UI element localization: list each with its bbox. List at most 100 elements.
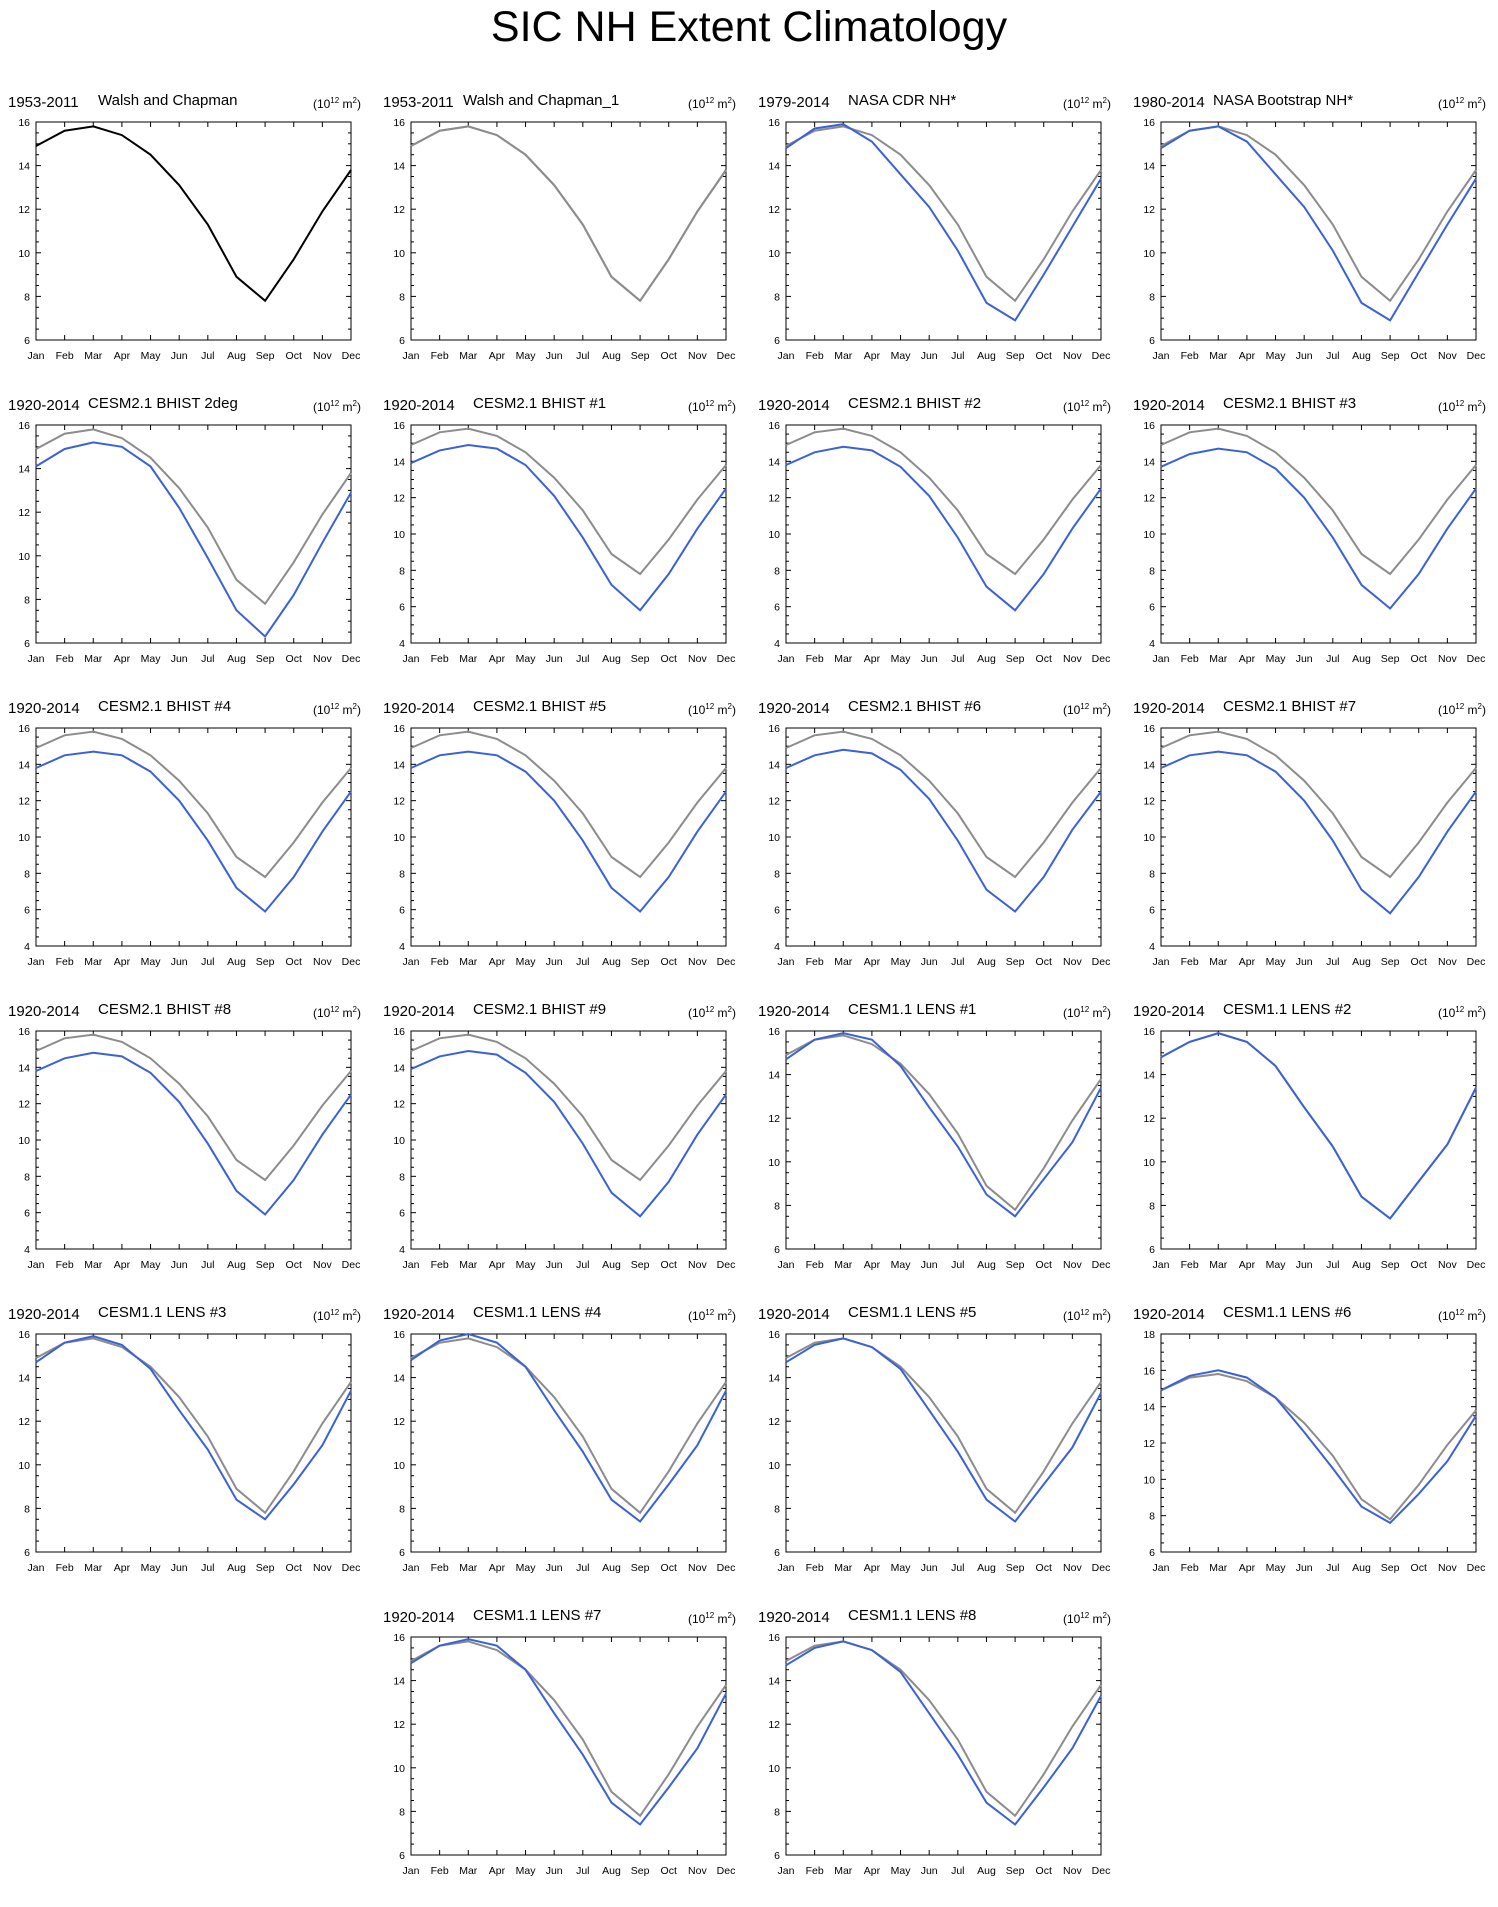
chart-panel: 1920-2014 CESM1.1 LENS #5 (1012 m2) 6 8 10 12 1…: [750, 1304, 1125, 1604]
x-tick-label: Apr: [114, 956, 131, 968]
panel-model-title: CESM1.1 LENS #6: [1223, 1304, 1352, 1321]
y-tick-label: 4: [774, 941, 780, 953]
x-tick-label: Apr: [489, 653, 506, 665]
panel-period: 1920-2014: [758, 1003, 830, 1020]
x-tick-label: Dec: [717, 1259, 736, 1271]
panel-model-title: CESM1.1 LENS #7: [473, 1607, 602, 1624]
x-tick-label: Dec: [1467, 1562, 1486, 1574]
observed-climatology-line: [785, 427, 1102, 576]
chart-panel: 1920-2014 CESM1.1 LENS #3 (1012 m2) 6 8 10 12 1…: [0, 1304, 375, 1604]
x-tick-label: Feb: [1181, 956, 1199, 968]
panel-units: (1012 m2): [1062, 702, 1111, 717]
x-tick-label: Dec: [342, 1562, 361, 1574]
panel-period: 1920-2014: [383, 1609, 455, 1626]
y-tick-label: 16: [18, 420, 30, 432]
x-tick-label: Mar: [459, 350, 478, 362]
x-tick-label: Jun: [546, 1865, 563, 1877]
x-tick-label: Feb: [431, 956, 449, 968]
y-tick-label: 14: [768, 1676, 780, 1688]
y-tick-label: 16: [393, 1329, 405, 1341]
x-tick-label: Sep: [256, 653, 275, 665]
x-tick-label: May: [141, 653, 162, 665]
x-tick-label: Mar: [84, 956, 103, 968]
chart-svg: 6 8 10 12 14 16 Jan Feb Mar Apr May Jun Jul Aug Sep Oct…: [768, 1329, 1110, 1574]
x-tick-label: Oct: [286, 956, 302, 968]
panel-period: 1920-2014: [1133, 1306, 1205, 1323]
x-tick-label: Feb: [56, 1562, 74, 1574]
x-tick-label: Feb: [806, 350, 824, 362]
panel-model-title: CESM2.1 BHIST #3: [1223, 395, 1357, 412]
x-tick-label: Sep: [1381, 956, 1400, 968]
x-tick-label: Dec: [342, 956, 361, 968]
x-tick-label: Jan: [28, 653, 45, 665]
observed-climatology-line: [35, 1337, 352, 1515]
y-tick-label: 8: [774, 1503, 780, 1515]
panel-units: (1012 m2): [1062, 1611, 1111, 1626]
x-tick-label: Apr: [1239, 1562, 1256, 1574]
x-tick-label: May: [516, 653, 537, 665]
x-tick-label: Nov: [688, 1865, 707, 1877]
plot-frame: [785, 424, 1102, 644]
y-tick-label: 10: [393, 1135, 405, 1147]
x-tick-label: Apr: [489, 1259, 506, 1271]
chart-panel: 1920-2014 CESM2.1 BHIST #9 (1012 m2) 4 6 8 10 1…: [375, 1001, 750, 1301]
observed-climatology-line: [785, 1640, 1102, 1818]
panel-units: (1012 m2): [312, 1308, 361, 1323]
model-climatology-line: [410, 1638, 727, 1826]
x-tick-label: Nov: [688, 350, 707, 362]
x-tick-label: Aug: [227, 1259, 246, 1271]
plot-frame: [785, 1636, 1102, 1856]
panel-period: 1920-2014: [8, 1003, 80, 1020]
model-climatology-line: [35, 750, 352, 913]
model-climatology-line: [785, 123, 1102, 322]
observed-climatology-line: [785, 730, 1102, 879]
panel-period: 1920-2014: [758, 700, 830, 717]
x-tick-label: Feb: [1181, 1259, 1199, 1271]
panel-units: (1012 m2): [687, 1005, 736, 1020]
chart-panel: 1920-2014 CESM1.1 LENS #1 (1012 m2) 6 8 10 12 1…: [750, 1001, 1125, 1301]
panel-units: (1012 m2): [1062, 399, 1111, 414]
x-tick-label: Mar: [1209, 1259, 1228, 1271]
x-tick-label: Aug: [1352, 653, 1371, 665]
x-tick-label: Jul: [201, 1562, 214, 1574]
panel-model-title: Walsh and Chapman: [98, 92, 238, 109]
panel-model-title: CESM1.1 LENS #3: [98, 1304, 227, 1321]
y-tick-label: 12: [768, 796, 780, 808]
y-tick-label: 8: [399, 1806, 405, 1818]
y-tick-label: 6: [399, 1850, 405, 1862]
x-tick-label: Mar: [459, 1865, 478, 1877]
x-tick-label: Apr: [864, 350, 881, 362]
x-tick-label: Aug: [1352, 1259, 1371, 1271]
y-tick-label: 8: [1149, 1511, 1155, 1523]
x-tick-label: Sep: [1006, 1562, 1025, 1574]
chart-svg: 6 8 10 12 14 16 Jan Feb Mar Apr May Jun Jul Aug Sep Oct…: [393, 1632, 736, 1877]
x-tick-label: Sep: [631, 956, 650, 968]
observed-climatology-line: [785, 1034, 1102, 1212]
y-tick-label: 14: [18, 759, 30, 771]
y-tick-label: 6: [774, 1244, 780, 1256]
panel-units: (1012 m2): [1437, 1308, 1486, 1323]
plot-frame: [785, 121, 1102, 341]
x-tick-label: Dec: [717, 956, 736, 968]
x-tick-label: Nov: [1063, 1259, 1082, 1271]
x-tick-label: Apr: [864, 956, 881, 968]
x-tick-label: Jun: [1296, 1259, 1313, 1271]
y-tick-label: 6: [399, 905, 405, 917]
x-tick-label: Oct: [661, 653, 677, 665]
y-tick-label: 8: [774, 1200, 780, 1212]
y-tick-label: 12: [393, 204, 405, 216]
chart-svg: 4 6 8 10 12 14 16 Jan Feb Mar Apr May Jun Jul Aug Sep Oc…: [768, 723, 1110, 968]
x-tick-label: Dec: [717, 1865, 736, 1877]
x-tick-label: Jul: [1326, 1259, 1339, 1271]
x-tick-label: Oct: [286, 653, 302, 665]
x-tick-label: Nov: [313, 1259, 332, 1271]
observed-climatology-line: [410, 125, 727, 303]
x-tick-label: Jul: [951, 1259, 964, 1271]
y-tick-label: 16: [393, 1026, 405, 1038]
observed-climatology-line: [35, 1033, 352, 1182]
x-tick-label: May: [516, 1865, 537, 1877]
x-tick-label: Sep: [1381, 653, 1400, 665]
x-tick-label: Jul: [576, 1865, 589, 1877]
chart-svg: 6 8 10 12 14 16 Jan Feb Mar Apr May Jun Jul Aug Sep Oct…: [393, 117, 735, 362]
y-tick-label: 10: [393, 248, 405, 260]
